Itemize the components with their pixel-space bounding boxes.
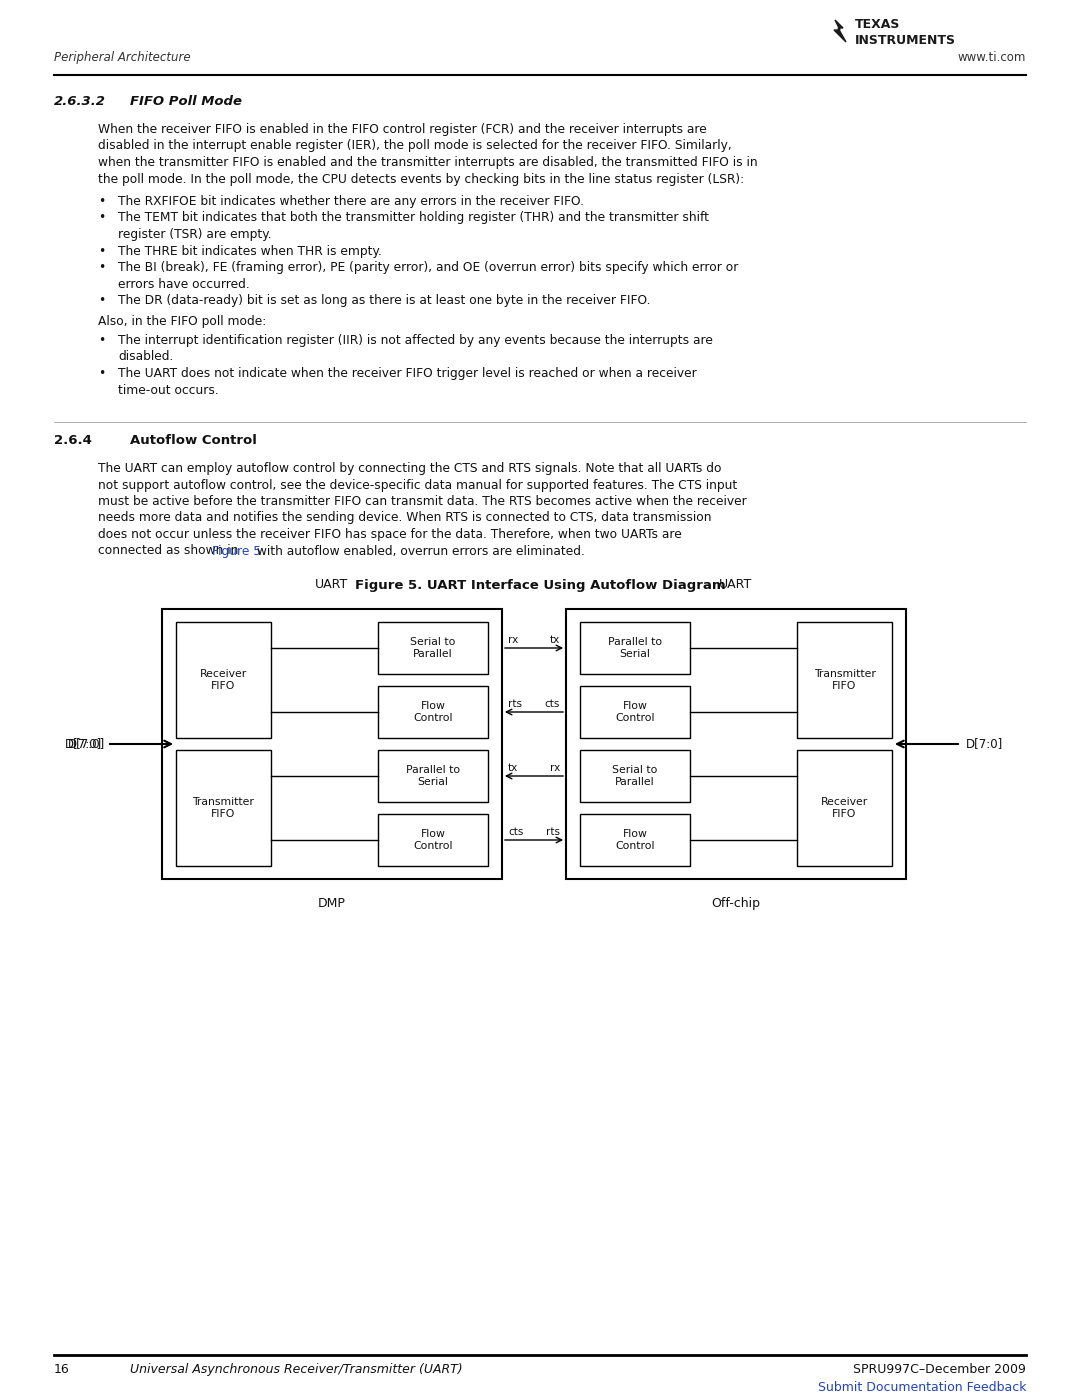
- Text: TEXAS
INSTRUMENTS: TEXAS INSTRUMENTS: [855, 18, 956, 46]
- Text: Transmitter
FIFO: Transmitter FIFO: [192, 796, 255, 819]
- Text: with autoflow enabled, overrun errors are eliminated.: with autoflow enabled, overrun errors ar…: [254, 545, 585, 557]
- Text: disabled.: disabled.: [118, 351, 174, 363]
- Text: 16: 16: [54, 1363, 70, 1376]
- Bar: [378, 686, 488, 738]
- Text: 2.6.4: 2.6.4: [54, 434, 92, 447]
- Text: The THRE bit indicates when THR is empty.: The THRE bit indicates when THR is empty…: [118, 244, 382, 257]
- Bar: [566, 609, 906, 879]
- Bar: [797, 622, 892, 738]
- Text: FIFO Poll Mode: FIFO Poll Mode: [130, 95, 242, 108]
- Text: Parallel to
Serial: Parallel to Serial: [608, 637, 662, 659]
- Text: Flow
Control: Flow Control: [414, 701, 453, 724]
- Text: Serial to
Parallel: Serial to Parallel: [612, 764, 658, 787]
- Bar: [797, 750, 892, 866]
- Text: SPRU997C–December 2009: SPRU997C–December 2009: [853, 1363, 1026, 1376]
- Bar: [176, 622, 271, 738]
- Polygon shape: [834, 20, 846, 42]
- Text: Parallel to
Serial: Parallel to Serial: [406, 764, 460, 787]
- Text: Peripheral Architecture: Peripheral Architecture: [54, 52, 191, 64]
- Text: disabled in the interrupt enable register (IER), the poll mode is selected for t: disabled in the interrupt enable registe…: [98, 140, 732, 152]
- Text: Transmitter
FIFO: Transmitter FIFO: [813, 669, 876, 692]
- Text: connected as shown in: connected as shown in: [98, 545, 242, 557]
- Text: The interrupt identification register (IIR) is not affected by any events becaus: The interrupt identification register (I…: [118, 334, 713, 346]
- Text: D[7:0]: D[7:0]: [68, 738, 105, 750]
- Bar: [580, 750, 690, 802]
- Text: Autoflow Control: Autoflow Control: [130, 434, 257, 447]
- Text: Receiver
FIFO: Receiver FIFO: [821, 796, 868, 819]
- Text: cts: cts: [544, 698, 561, 710]
- Text: tx: tx: [550, 636, 561, 645]
- Text: Off-chip: Off-chip: [712, 897, 760, 909]
- Text: D[7:0]: D[7:0]: [65, 738, 102, 750]
- Text: The BI (break), FE (framing error), PE (parity error), and OE (overrun error) bi: The BI (break), FE (framing error), PE (…: [118, 261, 739, 274]
- Text: The RXFIFOE bit indicates whether there are any errors in the receiver FIFO.: The RXFIFOE bit indicates whether there …: [118, 196, 584, 208]
- Text: D[7:0]: D[7:0]: [966, 738, 1003, 750]
- Text: tx: tx: [508, 763, 518, 773]
- Text: does not occur unless the receiver FIFO has space for the data. Therefore, when : does not occur unless the receiver FIFO …: [98, 528, 681, 541]
- Bar: [378, 814, 488, 866]
- Text: Universal Asynchronous Receiver/Transmitter (UART): Universal Asynchronous Receiver/Transmit…: [130, 1363, 462, 1376]
- Bar: [378, 622, 488, 673]
- Text: •: •: [98, 293, 105, 307]
- Text: The UART can employ autoflow control by connecting the CTS and RTS signals. Note: The UART can employ autoflow control by …: [98, 462, 721, 475]
- Text: rts: rts: [546, 827, 561, 837]
- Text: •: •: [98, 211, 105, 225]
- Text: rts: rts: [508, 698, 522, 710]
- Text: 2.6.3.2: 2.6.3.2: [54, 95, 106, 108]
- Text: UART: UART: [315, 578, 349, 591]
- Text: The TEMT bit indicates that both the transmitter holding register (THR) and the : The TEMT bit indicates that both the tra…: [118, 211, 708, 225]
- Text: UART: UART: [719, 578, 753, 591]
- Text: rx: rx: [508, 636, 518, 645]
- Text: rx: rx: [550, 763, 561, 773]
- Text: Submit Documentation Feedback: Submit Documentation Feedback: [818, 1382, 1026, 1394]
- Text: Figure 5. UART Interface Using Autoflow Diagram: Figure 5. UART Interface Using Autoflow …: [354, 578, 726, 592]
- Text: •: •: [98, 244, 105, 257]
- Text: Flow
Control: Flow Control: [414, 828, 453, 851]
- Bar: [580, 814, 690, 866]
- Text: register (TSR) are empty.: register (TSR) are empty.: [118, 228, 272, 242]
- Text: cts: cts: [508, 827, 524, 837]
- Text: •: •: [98, 367, 105, 380]
- Bar: [162, 609, 502, 879]
- Text: Flow
Control: Flow Control: [616, 828, 654, 851]
- Text: needs more data and notifies the sending device. When RTS is connected to CTS, d: needs more data and notifies the sending…: [98, 511, 712, 524]
- Text: •: •: [98, 334, 105, 346]
- Text: DMP: DMP: [319, 897, 346, 909]
- Text: The DR (data-ready) bit is set as long as there is at least one byte in the rece: The DR (data-ready) bit is set as long a…: [118, 293, 650, 307]
- Text: Flow
Control: Flow Control: [616, 701, 654, 724]
- Text: Receiver
FIFO: Receiver FIFO: [200, 669, 247, 692]
- Text: •: •: [98, 196, 105, 208]
- Bar: [378, 750, 488, 802]
- Text: www.ti.com: www.ti.com: [958, 52, 1026, 64]
- Bar: [176, 750, 271, 866]
- Text: errors have occurred.: errors have occurred.: [118, 278, 249, 291]
- Text: •: •: [98, 261, 105, 274]
- Text: Also, in the FIFO poll mode:: Also, in the FIFO poll mode:: [98, 314, 267, 327]
- Text: when the transmitter FIFO is enabled and the transmitter interrupts are disabled: when the transmitter FIFO is enabled and…: [98, 156, 758, 169]
- Text: not support autoflow control, see the device-specific data manual for supported : not support autoflow control, see the de…: [98, 479, 738, 492]
- Bar: [580, 622, 690, 673]
- Text: must be active before the transmitter FIFO can transmit data. The RTS becomes ac: must be active before the transmitter FI…: [98, 495, 746, 509]
- Text: The UART does not indicate when the receiver FIFO trigger level is reached or wh: The UART does not indicate when the rece…: [118, 367, 697, 380]
- Text: When the receiver FIFO is enabled in the FIFO control register (FCR) and the rec: When the receiver FIFO is enabled in the…: [98, 123, 706, 136]
- Text: the poll mode. In the poll mode, the CPU detects events by checking bits in the : the poll mode. In the poll mode, the CPU…: [98, 172, 744, 186]
- Bar: [580, 686, 690, 738]
- Text: time-out occurs.: time-out occurs.: [118, 384, 219, 397]
- Text: Serial to
Parallel: Serial to Parallel: [410, 637, 456, 659]
- Text: Figure 5: Figure 5: [212, 545, 261, 557]
